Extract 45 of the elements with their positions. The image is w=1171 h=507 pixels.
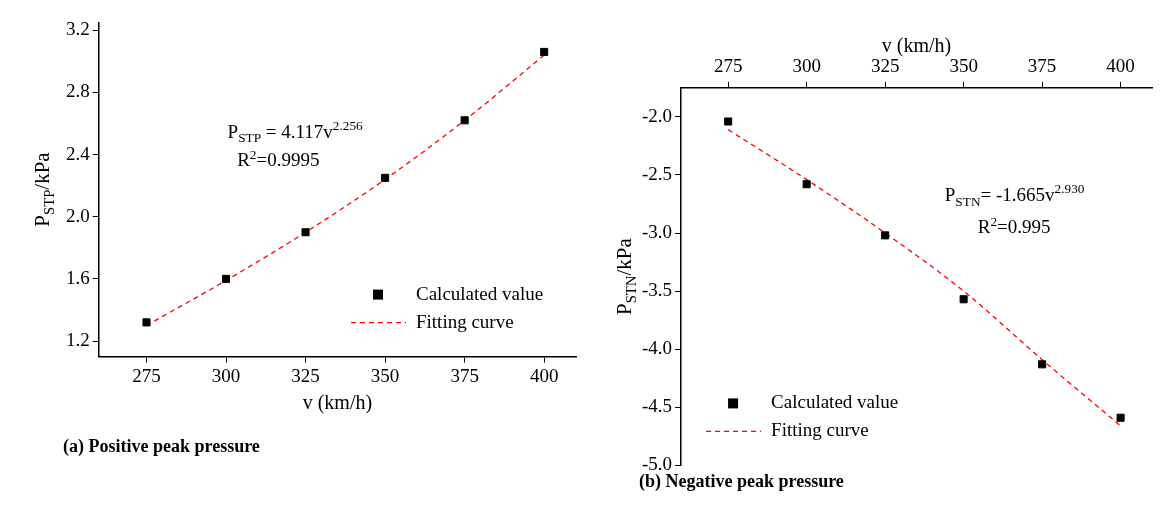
point [881,231,890,240]
x-tick-label: 275 [132,364,161,386]
point [540,47,549,56]
x-tick-label: 325 [870,55,900,77]
x-tick-label: 275 [713,55,743,77]
x-tick-label: 300 [211,364,241,386]
x-tick-label: 400 [529,364,559,386]
y-tick-label: 2.4 [66,142,91,164]
y-tick-label: 1.2 [66,329,90,351]
y-axis-title: PSTN/kPa [612,237,640,315]
y-tick-label: 2.8 [66,80,90,102]
point [142,318,151,327]
point [381,173,390,182]
x-tick-label: 350 [370,364,400,386]
legend-label: Fitting curve [771,419,869,441]
y-tick-label: -2.5 [642,162,673,184]
point [1038,360,1047,369]
y-tick-label: -3.5 [642,279,673,301]
x-tick-label: 325 [291,364,320,386]
legend-label: Calculated value [416,282,544,304]
y-tick-label: -4.0 [642,337,673,359]
y-tick-label: 2.0 [66,204,90,226]
x-tick-label: 375 [450,364,479,386]
text: (a) Positive peak pressure [63,435,260,457]
legend-label: Calculated value [771,391,899,413]
point [301,228,310,237]
x-tick-label: 300 [792,55,821,77]
legend-label: Fitting curve [416,310,514,332]
point [959,295,968,304]
x-tick-label: 375 [1027,55,1057,77]
x-tick-label: 400 [1106,55,1135,77]
y-tick-label: -2.0 [642,104,673,126]
y-tick-label: -4.5 [642,395,673,417]
y-tick-label: 3.2 [66,18,90,40]
x-axis-title: v (km/h) [881,33,952,57]
y-axis-title: PSTP/kPa [29,151,57,227]
point [724,117,733,126]
x-axis-title: v (km/h) [302,390,373,414]
y-tick-label: -3.0 [642,221,673,243]
point [1116,413,1125,422]
x-tick-label: 350 [949,55,978,77]
point [802,180,811,189]
point [460,116,469,125]
y-tick-label: 1.6 [66,266,90,288]
point [221,274,231,283]
